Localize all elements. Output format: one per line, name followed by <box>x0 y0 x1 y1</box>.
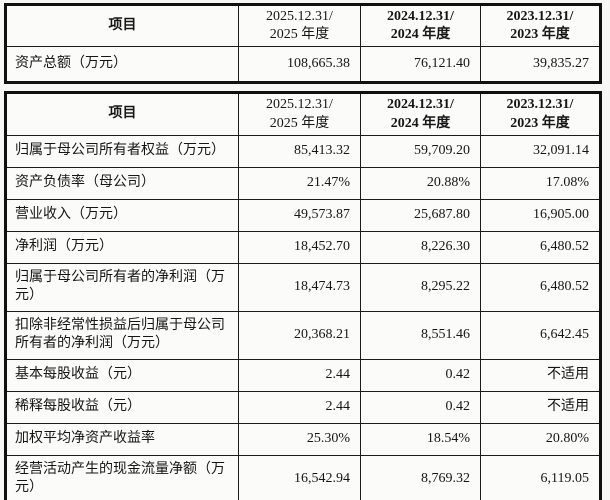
value-cell: 8,226.30 <box>360 230 481 264</box>
header-period-2023: 2023.12.31/ 2023 年度 <box>480 92 601 136</box>
table-header-row: 项目 2025.12.31/ 2025 年度 2024.12.31/ 2024 … <box>5 92 601 136</box>
value-cell: 25.30% <box>238 422 361 456</box>
row-label: 归属于母公司所有者的净利润（万元） <box>5 262 239 312</box>
value-cell: 6,480.52 <box>480 262 601 312</box>
header-period-2025: 2025.12.31/ 2025 年度 <box>238 3 361 48</box>
row-label: 资产负债率（母公司） <box>5 166 239 200</box>
value-cell: 85,413.32 <box>238 134 361 168</box>
value-cell: 2.44 <box>238 358 361 392</box>
table-row: 营业收入（万元） 49,573.87 25,687.80 16,905.00 <box>5 198 601 232</box>
header-period-2025-date: 2025.12.31/ <box>266 97 333 113</box>
header-period-2024: 2024.12.31/ 2024 年度 <box>360 92 481 136</box>
row-label: 归属于母公司所有者权益（万元） <box>5 134 239 168</box>
table-row: 资产总额（万元） 108,665.38 76,121.40 39,835.27 <box>5 46 601 84</box>
header-period-2024-date: 2024.12.31/ <box>387 97 454 113</box>
header-period-2024-year: 2024 年度 <box>390 115 451 131</box>
value-cell: 6,480.52 <box>480 230 601 264</box>
key-indicators-table: 项目 2025.12.31/ 2025 年度 2024.12.31/ 2024 … <box>4 91 602 500</box>
table-row: 净利润（万元） 18,452.70 8,226.30 6,480.52 <box>5 230 601 264</box>
value-cell: 49,573.87 <box>238 198 361 232</box>
value-cell: 25,687.80 <box>360 198 481 232</box>
header-item: 项目 <box>5 3 239 48</box>
total-assets-table: 项目 2025.12.31/ 2025 年度 2024.12.31/ 2024 … <box>4 3 602 85</box>
header-period-2025-date: 2025.12.31/ <box>266 9 333 24</box>
row-label: 扣除非经常性损益后归属于母公司所有者的净利润（万元） <box>5 310 239 360</box>
row-label: 基本每股收益（元） <box>5 358 239 392</box>
header-period-2024-date: 2024.12.31/ <box>387 9 454 24</box>
table-gap <box>4 84 601 91</box>
value-cell: 16,542.94 <box>238 454 361 500</box>
value-cell: 8,295.22 <box>360 262 481 312</box>
value-cell: 20,368.21 <box>238 310 361 360</box>
table-row: 加权平均净资产收益率 25.30% 18.54% 20.80% <box>5 422 601 456</box>
row-label: 营业收入（万元） <box>5 198 239 232</box>
table-row: 经营活动产生的现金流量净额（万元） 16,542.94 8,769.32 6,1… <box>5 454 601 500</box>
value-cell: 18,452.70 <box>238 230 361 264</box>
table-row: 扣除非经常性损益后归属于母公司所有者的净利润（万元） 20,368.21 8,5… <box>5 310 601 360</box>
value-cell: 不适用 <box>480 358 601 392</box>
header-period-2025-year: 2025 年度 <box>269 115 330 131</box>
row-label: 稀释每股收益（元） <box>5 390 239 424</box>
value-cell: 8,551.46 <box>360 310 481 360</box>
value-cell: 32,091.14 <box>480 134 601 168</box>
value-cell: 2.44 <box>238 390 361 424</box>
value-cell: 18.54% <box>360 422 481 456</box>
table-row: 归属于母公司所有者的净利润（万元） 18,474.73 8,295.22 6,4… <box>5 262 601 312</box>
table-row: 稀释每股收益（元） 2.44 0.42 不适用 <box>5 390 601 424</box>
value-cell: 76,121.40 <box>360 46 481 84</box>
value-cell: 0.42 <box>360 390 481 424</box>
row-label: 资产总额（万元） <box>5 46 239 84</box>
value-cell: 39,835.27 <box>480 46 601 84</box>
value-cell: 0.42 <box>360 358 481 392</box>
table-header-row: 项目 2025.12.31/ 2025 年度 2024.12.31/ 2024 … <box>5 3 601 48</box>
row-label: 经营活动产生的现金流量净额（万元） <box>5 454 239 500</box>
header-period-2023-date: 2023.12.31/ <box>506 9 574 24</box>
value-cell: 16,905.00 <box>480 198 601 232</box>
header-period-2023: 2023.12.31/ 2023 年度 <box>480 3 601 48</box>
value-cell: 17.08% <box>480 166 601 200</box>
value-cell: 6,119.05 <box>480 454 601 500</box>
value-cell: 18,474.73 <box>238 262 361 312</box>
table-row: 基本每股收益（元） 2.44 0.42 不适用 <box>5 358 601 392</box>
header-period-2023-date: 2023.12.31/ <box>506 97 574 113</box>
value-cell: 6,642.45 <box>480 310 601 360</box>
value-cell: 8,769.32 <box>360 454 481 500</box>
value-cell: 108,665.38 <box>238 46 361 84</box>
table-row: 归属于母公司所有者权益（万元） 85,413.32 59,709.20 32,0… <box>5 134 601 168</box>
value-cell: 59,709.20 <box>360 134 481 168</box>
value-cell: 20.88% <box>360 166 481 200</box>
header-period-2023-year: 2023 年度 <box>510 115 570 131</box>
row-label: 加权平均净资产收益率 <box>5 422 239 456</box>
header-period-2024-year: 2024 年度 <box>390 27 451 43</box>
header-period-2023-year: 2023 年度 <box>510 27 570 43</box>
header-period-2025-year: 2025 年度 <box>269 27 330 43</box>
value-cell: 不适用 <box>480 390 601 424</box>
row-label: 净利润（万元） <box>5 230 239 264</box>
header-period-2024: 2024.12.31/ 2024 年度 <box>360 3 481 48</box>
value-cell: 20.80% <box>480 422 601 456</box>
header-item: 项目 <box>5 92 239 136</box>
value-cell: 21.47% <box>238 166 361 200</box>
header-period-2025: 2025.12.31/ 2025 年度 <box>238 92 361 136</box>
table-row: 资产负债率（母公司） 21.47% 20.88% 17.08% <box>5 166 601 200</box>
